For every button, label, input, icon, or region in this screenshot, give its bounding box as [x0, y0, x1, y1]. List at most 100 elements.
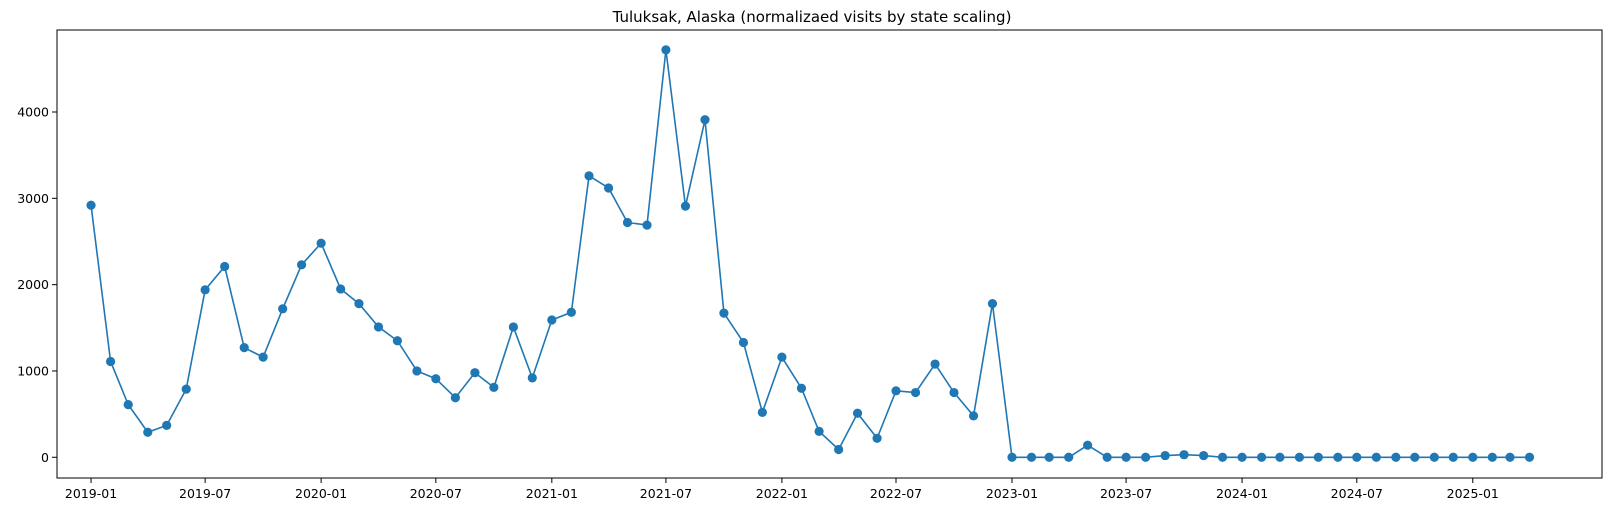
series-line: [90, 49, 1530, 459]
data-point: [1429, 452, 1439, 462]
data-point: [336, 284, 346, 294]
y-axis: 0 1000 2000 3000 4000: [17, 105, 57, 465]
x-tick-label: 2021-01: [526, 486, 578, 501]
y-tick-label: 4000: [17, 105, 49, 120]
x-tick-label: 2020-07: [410, 486, 462, 501]
data-point: [949, 387, 959, 398]
data-point: [489, 382, 499, 392]
data-point: [105, 356, 116, 367]
data-point: [700, 115, 710, 125]
data-point: [200, 285, 210, 295]
data-point: [123, 400, 133, 410]
x-tick-label: 2020-01: [295, 486, 347, 501]
data-point: [1371, 452, 1381, 462]
data-point: [1102, 452, 1112, 462]
data-point: [392, 336, 402, 346]
data-point: [1275, 452, 1285, 462]
data-point: [162, 420, 172, 430]
data-point: [278, 304, 288, 314]
data-point: [834, 444, 844, 455]
data-point: [1007, 452, 1017, 462]
x-tick-label: 2025-01: [1447, 486, 1499, 501]
data-point: [814, 426, 824, 436]
x-tick-label: 2023-07: [1100, 486, 1152, 501]
data-point: [1391, 452, 1401, 462]
data-point: [852, 408, 863, 418]
data-point: [1237, 452, 1247, 462]
data-point: [1313, 452, 1323, 462]
x-tick-label: 2019-07: [179, 486, 231, 501]
data-point: [1448, 452, 1458, 462]
data-point: [566, 307, 576, 317]
x-tick-label: 2021-07: [640, 486, 692, 501]
data-point: [891, 386, 901, 396]
x-tick-label: 2024-01: [1216, 486, 1268, 501]
x-tick-label: 2022-07: [870, 486, 922, 501]
data-point: [450, 393, 460, 403]
data-point: [603, 183, 614, 193]
chart-title: Tuluksak, Alaska (normalizaed visits by …: [612, 8, 1012, 26]
data-point: [738, 337, 749, 348]
x-axis: 2019-01 2019-07 2020-01 2020-07 2021-01 2021-…: [65, 478, 1499, 501]
data-point: [1410, 452, 1420, 462]
data-point: [1160, 450, 1170, 461]
data-point: [412, 366, 422, 376]
data-point: [220, 261, 230, 272]
y-tick-label: 3000: [17, 191, 49, 206]
data-point: [1026, 452, 1037, 462]
data-point: [1217, 452, 1228, 462]
data-point: [584, 171, 594, 181]
data-point: [1505, 452, 1515, 462]
data-point: [1199, 450, 1209, 461]
data-points: [86, 45, 1535, 462]
data-point: [143, 427, 153, 437]
data-point: [1352, 452, 1362, 462]
data-point: [258, 352, 268, 362]
data-point: [354, 299, 364, 309]
data-point: [1524, 452, 1535, 462]
data-point: [1141, 452, 1151, 462]
data-point: [910, 387, 921, 398]
data-point: [987, 299, 998, 309]
data-point: [872, 433, 882, 443]
data-point: [1333, 452, 1343, 462]
data-point: [642, 220, 652, 230]
data-point: [757, 407, 767, 417]
data-point: [316, 238, 326, 248]
data-point: [431, 374, 441, 384]
data-point: [1294, 452, 1305, 462]
data-point: [470, 368, 480, 378]
data-point: [1468, 452, 1478, 462]
data-point: [930, 359, 940, 369]
data-point: [547, 315, 557, 325]
data-point: [680, 201, 691, 211]
data-point: [1064, 452, 1074, 462]
y-tick-label: 2000: [17, 277, 49, 292]
x-tick-label: 2024-07: [1331, 486, 1383, 501]
data-point: [86, 200, 96, 210]
data-point: [373, 322, 384, 332]
data-point: [508, 322, 518, 332]
data-point: [1121, 452, 1131, 462]
data-point: [661, 45, 671, 55]
plot-area: [56, 29, 1603, 479]
x-tick-label: 2022-01: [756, 486, 808, 501]
data-point: [1083, 440, 1093, 450]
data-point: [181, 384, 191, 394]
data-point: [968, 411, 979, 421]
x-tick-label: 2019-01: [65, 486, 117, 501]
data-point: [1257, 452, 1267, 462]
data-point: [239, 343, 249, 353]
data-point: [796, 383, 807, 393]
data-point: [1487, 452, 1497, 462]
x-tick-label: 2023-01: [986, 486, 1038, 501]
data-point: [1044, 452, 1054, 462]
data-point: [719, 308, 729, 318]
data-point: [527, 373, 537, 383]
data-point: [296, 260, 307, 270]
data-point: [622, 217, 633, 228]
data-point: [1179, 450, 1189, 460]
data-point: [777, 352, 787, 362]
y-tick-label: 0: [41, 450, 49, 465]
